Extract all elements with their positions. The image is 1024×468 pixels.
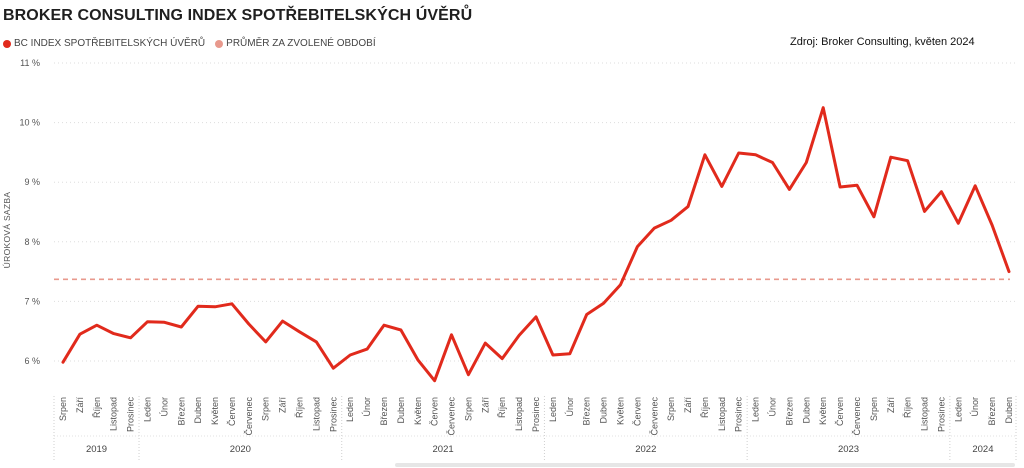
x-tick-label: Duben bbox=[193, 397, 203, 424]
x-tick-label: Září bbox=[75, 397, 85, 414]
x-tick-label: Srpen bbox=[463, 397, 473, 421]
x-tick-label: Září bbox=[886, 397, 896, 414]
x-tick-label: Březen bbox=[379, 397, 389, 426]
x-tick-label: Září bbox=[480, 397, 490, 414]
x-tick-label: Červenec bbox=[852, 397, 862, 436]
x-tick-label: Červen bbox=[632, 397, 642, 426]
x-tick-label: Říjen bbox=[497, 397, 507, 418]
source-note: Zdroj: Broker Consulting, květen 2024 bbox=[790, 36, 975, 48]
year-label: 2019 bbox=[86, 444, 107, 455]
x-tick-label: Leden bbox=[143, 397, 153, 422]
x-tick-label: Červenec bbox=[447, 397, 457, 436]
x-tick-label: Leden bbox=[345, 397, 355, 422]
x-tick-label: Červen bbox=[227, 397, 237, 426]
year-label: 2024 bbox=[972, 444, 993, 455]
legend-dot-index-icon bbox=[3, 39, 11, 48]
series-layer bbox=[61, 106, 1011, 383]
year-label: 2022 bbox=[635, 444, 656, 455]
x-tick-label: Březen bbox=[176, 397, 186, 426]
x-tick-label: Listopad bbox=[717, 397, 727, 431]
legend-dot-average-icon bbox=[215, 39, 224, 48]
x-tick-label: Listopad bbox=[311, 397, 321, 431]
x-tick-label: Leden bbox=[953, 397, 963, 422]
x-tick-label: Prosinec bbox=[531, 397, 541, 433]
x-tick-label: Prosinec bbox=[734, 397, 744, 433]
x-tick-label: Říjen bbox=[700, 397, 710, 418]
x-tick-label: Únor bbox=[362, 397, 372, 417]
y-axis-label: ÚROKOVÁ SAZBA bbox=[2, 192, 12, 269]
legend-label-average: PRŮMĚR ZA ZVOLENÉ OBDOBÍ bbox=[226, 38, 376, 49]
x-tick-label: Září bbox=[278, 397, 288, 414]
legend-item-average[interactable]: PRŮMĚR ZA ZVOLENÉ OBDOBÍ bbox=[215, 38, 376, 49]
x-tick-label: Březen bbox=[987, 397, 997, 426]
x-tick-label: Říjen bbox=[92, 397, 102, 418]
x-tick-label: Říjen bbox=[903, 397, 913, 418]
horizontal-scrollbar[interactable] bbox=[395, 463, 1015, 467]
gridlines bbox=[54, 62, 1016, 362]
x-axis: Srpen Září Říjen Listopad Prosinec Leden Únor B… bbox=[53, 396, 1017, 462]
x-tick-label: Duben bbox=[599, 397, 609, 424]
x-tick-label: Květen bbox=[818, 397, 828, 425]
chart-title: BROKER CONSULTING INDEX SPOTŘEBITELSKÝCH… bbox=[3, 7, 473, 24]
x-tick-label: Květen bbox=[210, 397, 220, 425]
x-tick-label: Únor bbox=[159, 397, 169, 417]
year-label: 2021 bbox=[433, 444, 454, 455]
x-tick-label: Březen bbox=[784, 397, 794, 426]
x-tick-label: Červenec bbox=[244, 397, 254, 436]
x-tick-label: Srpen bbox=[869, 397, 879, 421]
legend-item-index[interactable]: BC INDEX SPOTŘEBITELSKÝCH ÚVĚRŮ bbox=[3, 38, 205, 49]
x-tick-label: Listopad bbox=[920, 397, 930, 431]
x-tick-label: Červenec bbox=[649, 397, 659, 436]
y-tick-label: 8 % bbox=[24, 237, 40, 247]
y-tick-label: 10 % bbox=[19, 118, 40, 128]
x-tick-label: Červen bbox=[835, 397, 845, 426]
y-axis: 6 % 7 % 8 % 9 % 10 % 11 % ÚROKOVÁ SAZBA bbox=[2, 58, 40, 366]
x-tick-label: Únor bbox=[970, 397, 980, 417]
y-tick-label: 11 % bbox=[20, 58, 40, 68]
legend: BC INDEX SPOTŘEBITELSKÝCH ÚVĚRŮ PRŮMĚR Z… bbox=[3, 38, 376, 49]
x-tick-label: Duben bbox=[1004, 397, 1014, 424]
x-tick-label: Srpen bbox=[58, 397, 68, 421]
y-tick-label: 7 % bbox=[24, 296, 40, 306]
x-tick-label: Prosinec bbox=[126, 397, 136, 433]
x-tick-label: Květen bbox=[413, 397, 423, 425]
x-tick-label: Říjen bbox=[295, 397, 305, 418]
x-tick-label: Březen bbox=[582, 397, 592, 426]
y-tick-label: 9 % bbox=[24, 177, 40, 187]
x-tick-label: Leden bbox=[548, 397, 558, 422]
x-tick-label: Srpen bbox=[666, 397, 676, 421]
x-tick-label: Leden bbox=[751, 397, 761, 422]
year-label: 2023 bbox=[838, 444, 859, 455]
year-label: 2020 bbox=[230, 444, 251, 455]
x-tick-label: Červen bbox=[430, 397, 440, 426]
x-tick-label: Listopad bbox=[109, 397, 119, 431]
x-tick-label: Září bbox=[683, 397, 693, 414]
x-tick-label: Prosinec bbox=[936, 397, 946, 433]
series-line-bc-index bbox=[61, 106, 1011, 383]
y-tick-label: 6 % bbox=[24, 356, 40, 366]
x-tick-label: Duben bbox=[396, 397, 406, 424]
x-tick-label: Listopad bbox=[514, 397, 524, 431]
x-tick-label: Prosinec bbox=[328, 397, 338, 433]
x-tick-label: Duben bbox=[801, 397, 811, 424]
x-tick-label: Únor bbox=[768, 397, 778, 417]
legend-label-index: BC INDEX SPOTŘEBITELSKÝCH ÚVĚRŮ bbox=[14, 38, 206, 49]
x-tick-label: Srpen bbox=[261, 397, 271, 421]
x-tick-label: Květen bbox=[616, 397, 626, 425]
x-tick-label: Únor bbox=[565, 397, 575, 417]
